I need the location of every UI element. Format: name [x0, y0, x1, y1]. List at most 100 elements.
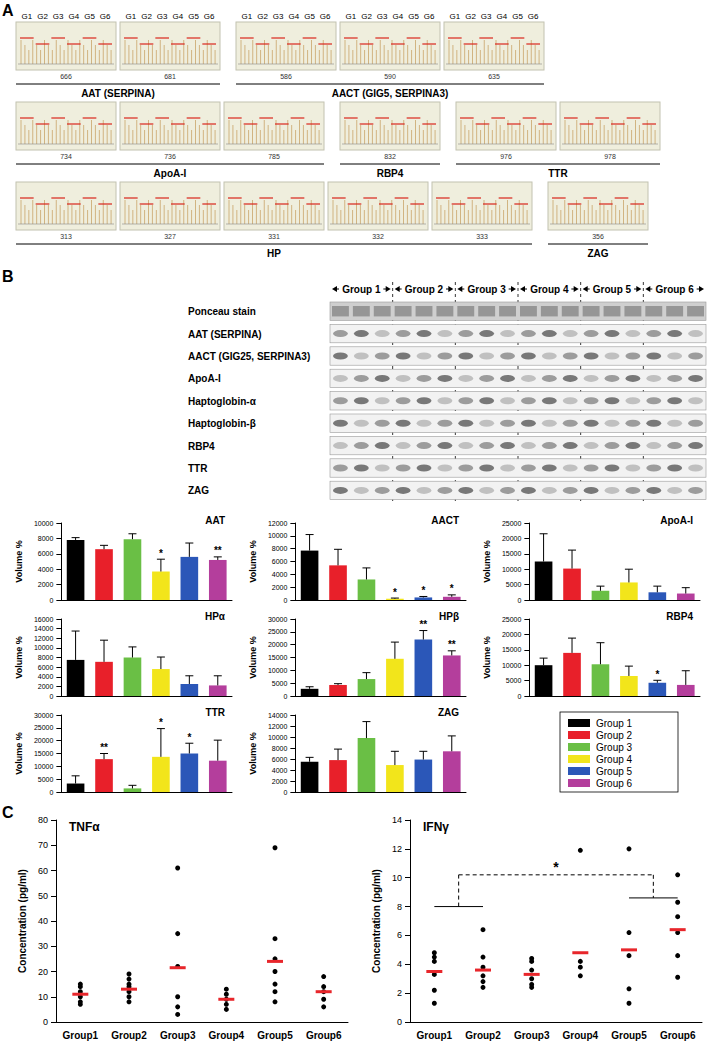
svg-text:Volume %: Volume % — [482, 540, 492, 582]
svg-text:10: 10 — [38, 992, 48, 1002]
svg-text:Concentration (pg/ml): Concentration (pg/ml) — [371, 869, 382, 973]
svg-text:*: * — [553, 859, 559, 875]
svg-text:Group6: Group6 — [306, 1030, 342, 1041]
svg-text:785: 785 — [268, 153, 280, 160]
svg-text:HPα: HPα — [205, 611, 226, 622]
svg-text:Haptoglobin-α: Haptoglobin-α — [188, 396, 257, 407]
svg-text:G5: G5 — [304, 12, 315, 21]
svg-text:20000: 20000 — [268, 641, 288, 648]
svg-text:Volume %: Volume % — [248, 540, 258, 582]
svg-text:10000: 10000 — [502, 566, 522, 573]
svg-text:4: 4 — [397, 959, 402, 969]
svg-text:B: B — [2, 268, 14, 285]
svg-text:8000: 8000 — [272, 745, 288, 752]
svg-text:G2: G2 — [361, 12, 372, 21]
svg-text:G2: G2 — [257, 12, 268, 21]
svg-text:666: 666 — [60, 73, 72, 80]
svg-text:832: 832 — [384, 153, 396, 160]
svg-text:G6: G6 — [424, 12, 435, 21]
svg-text:25000: 25000 — [502, 616, 522, 623]
svg-text:HP: HP — [267, 248, 281, 259]
svg-text:20000: 20000 — [502, 535, 522, 542]
svg-text:Group 3: Group 3 — [467, 284, 506, 295]
svg-text:G4: G4 — [392, 12, 403, 21]
svg-text:G5: G5 — [512, 12, 523, 21]
svg-text:586: 586 — [280, 73, 292, 80]
svg-text:25000: 25000 — [34, 724, 54, 731]
svg-text:2000: 2000 — [38, 683, 54, 690]
svg-text:G3: G3 — [53, 12, 64, 21]
svg-text:G2: G2 — [37, 12, 48, 21]
svg-text:Group3: Group3 — [160, 1030, 196, 1041]
svg-text:G6: G6 — [100, 12, 111, 21]
svg-text:G5: G5 — [408, 12, 419, 21]
svg-text:**: ** — [419, 619, 427, 630]
svg-text:G2: G2 — [141, 12, 152, 21]
svg-text:G4: G4 — [68, 12, 79, 21]
svg-text:0: 0 — [49, 693, 53, 700]
svg-text:Group 4: Group 4 — [530, 284, 569, 295]
svg-text:12000: 12000 — [34, 635, 54, 642]
svg-text:2: 2 — [397, 988, 402, 998]
svg-text:976: 976 — [500, 153, 512, 160]
svg-text:12000: 12000 — [268, 723, 288, 730]
svg-text:TNFα: TNFα — [69, 820, 100, 834]
svg-text:313: 313 — [60, 233, 72, 240]
svg-text:Group4: Group4 — [209, 1030, 245, 1041]
svg-text:Group 5: Group 5 — [596, 766, 633, 777]
svg-text:G1: G1 — [21, 12, 32, 21]
svg-text:Group6: Group6 — [660, 1030, 696, 1041]
svg-text:10000: 10000 — [268, 734, 288, 741]
svg-text:**: ** — [448, 639, 456, 650]
svg-text:G5: G5 — [84, 12, 95, 21]
svg-text:IFNγ: IFNγ — [423, 820, 449, 834]
svg-text:*: * — [421, 585, 425, 596]
svg-text:0: 0 — [517, 693, 521, 700]
svg-text:333: 333 — [476, 233, 488, 240]
svg-text:30000: 30000 — [268, 616, 288, 623]
svg-text:Group 1: Group 1 — [596, 718, 633, 729]
svg-text:12000: 12000 — [268, 520, 288, 527]
svg-text:5000: 5000 — [506, 677, 522, 684]
svg-text:AACT (GIG25, SERPINA3): AACT (GIG25, SERPINA3) — [188, 351, 310, 362]
svg-text:30: 30 — [38, 941, 48, 951]
svg-text:G6: G6 — [204, 12, 215, 21]
svg-text:590: 590 — [384, 73, 396, 80]
svg-text:50: 50 — [38, 891, 48, 901]
svg-text:*: * — [159, 548, 163, 559]
svg-text:Ponceau stain: Ponceau stain — [188, 306, 256, 317]
svg-text:70: 70 — [38, 840, 48, 850]
svg-text:G1: G1 — [345, 12, 356, 21]
svg-text:10000: 10000 — [502, 662, 522, 669]
svg-text:0: 0 — [49, 597, 53, 604]
svg-text:6000: 6000 — [38, 550, 54, 557]
svg-text:20: 20 — [38, 967, 48, 977]
svg-text:G4: G4 — [496, 12, 507, 21]
svg-text:Group1: Group1 — [63, 1030, 99, 1041]
svg-text:4000: 4000 — [272, 571, 288, 578]
svg-text:ZAG: ZAG — [188, 485, 209, 496]
svg-text:6000: 6000 — [272, 756, 288, 763]
svg-text:8000: 8000 — [38, 654, 54, 661]
svg-text:15000: 15000 — [34, 750, 54, 757]
svg-text:4000: 4000 — [38, 673, 54, 680]
svg-text:2000: 2000 — [38, 581, 54, 588]
svg-text:*: * — [159, 717, 163, 728]
svg-text:TTR: TTR — [548, 168, 568, 179]
svg-text:5000: 5000 — [272, 680, 288, 687]
svg-text:Volume %: Volume % — [248, 636, 258, 678]
svg-text:AAT (SERPINA): AAT (SERPINA) — [188, 329, 262, 340]
svg-text:RBP4: RBP4 — [666, 611, 693, 622]
svg-text:Volume %: Volume % — [482, 636, 492, 678]
svg-text:AAT: AAT — [205, 515, 225, 526]
svg-text:G5: G5 — [188, 12, 199, 21]
svg-text:15000: 15000 — [502, 646, 522, 653]
svg-text:Volume %: Volume % — [14, 732, 24, 774]
svg-text:AAT (SERPINA): AAT (SERPINA) — [81, 88, 155, 99]
svg-text:G6: G6 — [528, 12, 539, 21]
svg-text:5000: 5000 — [506, 581, 522, 588]
svg-text:G1: G1 — [125, 12, 136, 21]
svg-text:12: 12 — [392, 844, 402, 854]
svg-text:Group 2: Group 2 — [405, 284, 444, 295]
svg-text:635: 635 — [488, 73, 500, 80]
